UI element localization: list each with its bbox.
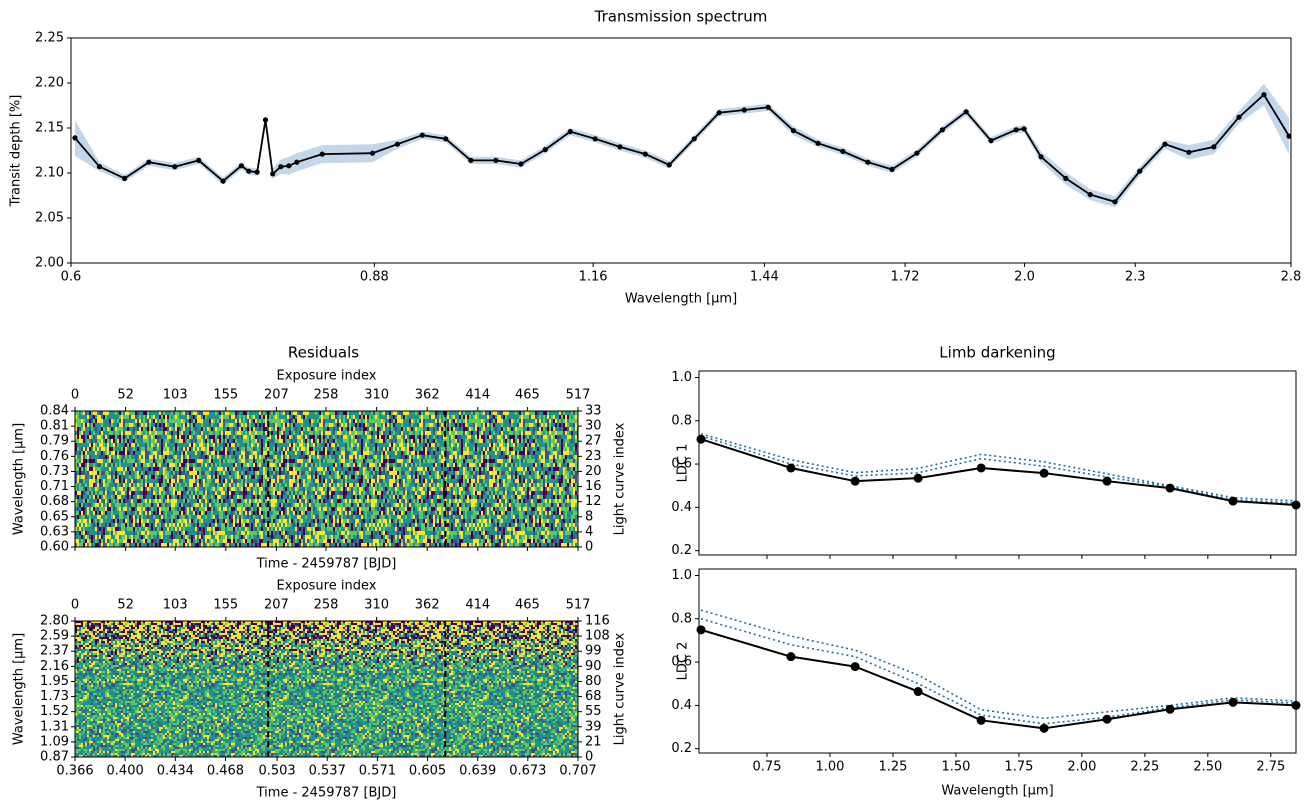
figure: 0.6 0.88 1.16 1.44 1.72 2.0 2.3 2.82.002.052.10…: [9, 8, 1302, 801]
page: {"chart_data": [ {"type": "line", "title…: [8, 7, 1302, 801]
